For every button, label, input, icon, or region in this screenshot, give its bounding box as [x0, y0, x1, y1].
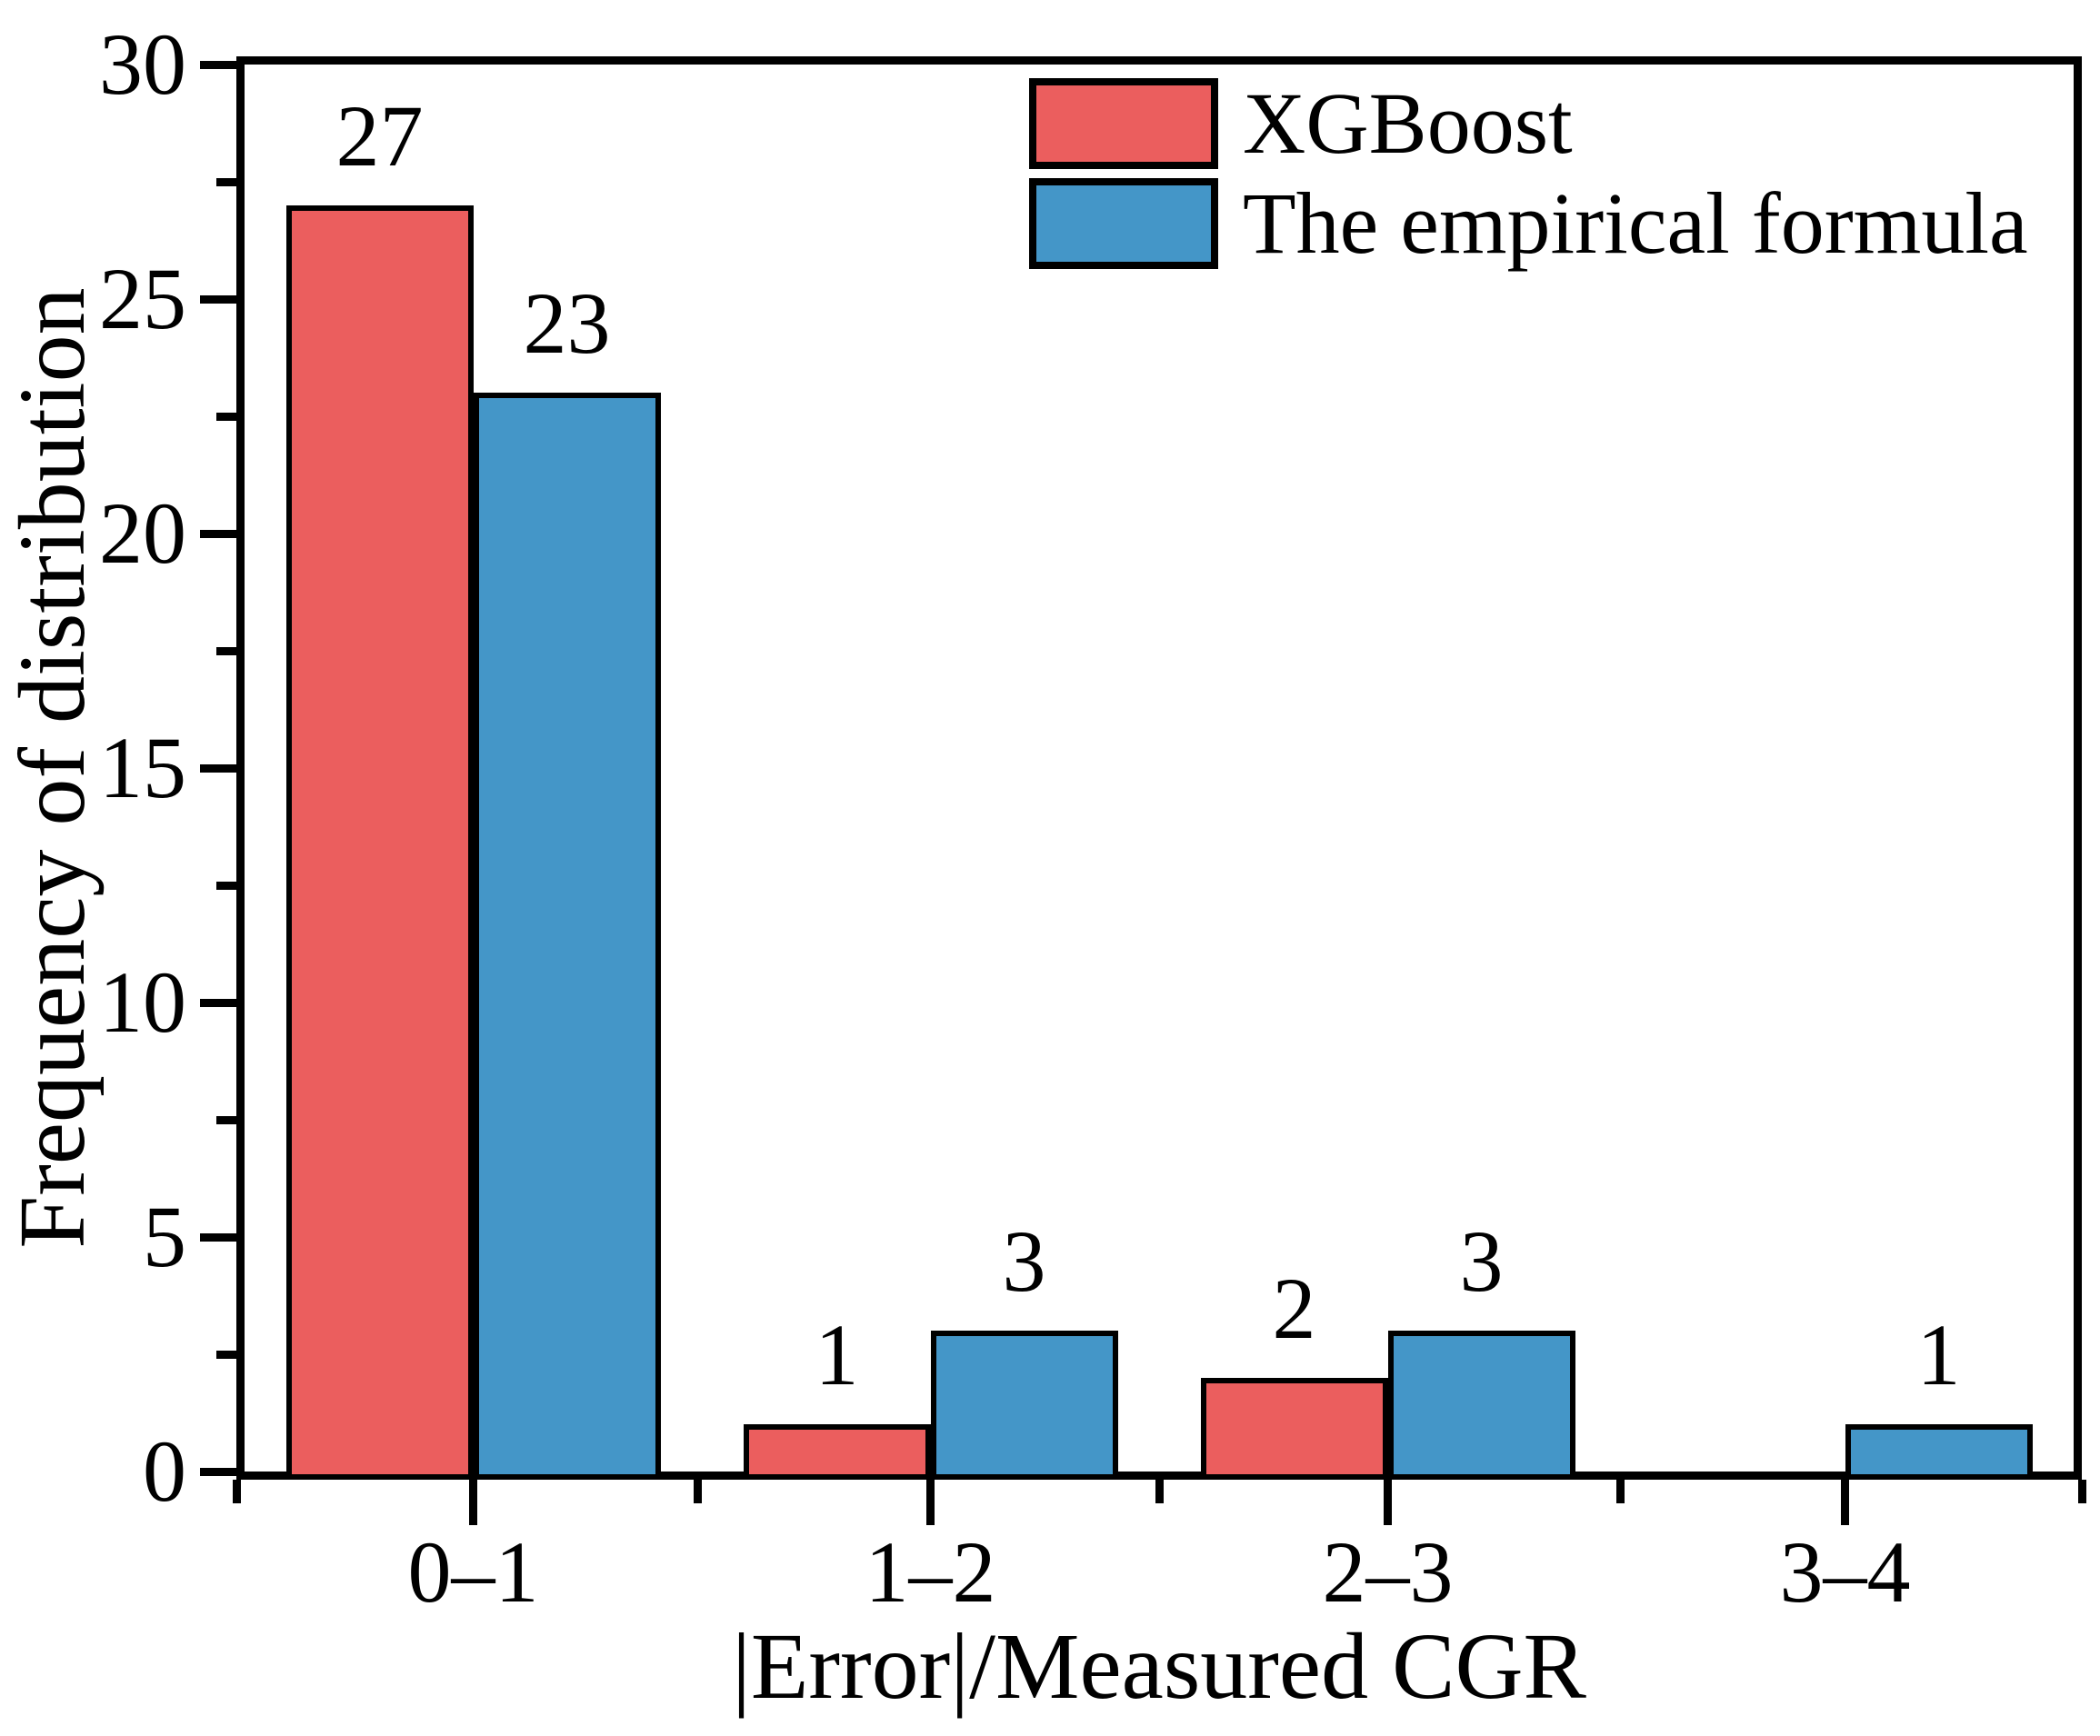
bar-series2	[473, 393, 661, 1480]
bar-series2	[1845, 1424, 2033, 1480]
bar-series1	[285, 205, 474, 1480]
x-category-label: 3–4	[1779, 1523, 1911, 1621]
x-minor-tick	[2077, 1480, 2086, 1503]
y-tick-label: 30	[99, 15, 186, 113]
bar-series2	[1387, 1331, 1575, 1480]
y-minor-tick	[216, 646, 236, 655]
y-tick-label: 15	[99, 719, 186, 816]
x-category-label: 1–2	[865, 1523, 996, 1621]
y-minor-tick	[216, 177, 236, 186]
bar-value-label: 23	[523, 274, 611, 372]
bar-series1	[743, 1424, 931, 1480]
legend-label: The empirical formula	[1243, 175, 2028, 272]
x-category-label: 2–3	[1322, 1523, 1454, 1621]
y-tick-label: 25	[99, 250, 186, 347]
y-axis-title: Frequency of distribution	[0, 287, 105, 1249]
y-minor-tick	[216, 1350, 236, 1359]
x-major-tick	[469, 1480, 477, 1525]
x-minor-tick	[232, 1480, 241, 1503]
x-major-tick	[1841, 1480, 1849, 1525]
bar-value-label: 3	[1002, 1212, 1046, 1310]
y-major-tick	[200, 1232, 236, 1242]
y-major-tick	[200, 1467, 236, 1476]
y-tick-label: 0	[143, 1422, 186, 1520]
y-major-tick	[200, 763, 236, 773]
y-tick-label: 10	[99, 953, 186, 1051]
x-minor-tick	[694, 1480, 702, 1503]
x-category-label: 0–1	[407, 1523, 539, 1621]
x-major-tick	[926, 1480, 935, 1525]
x-axis-title: |Error|/Measured CGR	[732, 1614, 1586, 1719]
legend-swatch-series1	[1029, 78, 1218, 169]
bar-value-label: 1	[815, 1306, 859, 1403]
y-minor-tick	[216, 1115, 236, 1124]
legend-label: XGBoost	[1243, 75, 1573, 172]
bar-value-label: 27	[335, 87, 424, 185]
legend-swatch-series2	[1029, 178, 1218, 269]
bar-value-label: 2	[1272, 1260, 1316, 1357]
bar-value-label: 3	[1459, 1212, 1504, 1310]
y-tick-label: 5	[143, 1188, 186, 1285]
y-tick-label: 20	[99, 484, 186, 582]
y-major-tick	[200, 998, 236, 1007]
x-minor-tick	[1616, 1480, 1625, 1503]
bar-series1	[1200, 1378, 1388, 1480]
y-major-tick	[200, 529, 236, 538]
y-major-tick	[200, 294, 236, 304]
x-major-tick	[1384, 1480, 1392, 1525]
bar-series2	[930, 1331, 1118, 1480]
y-minor-tick	[216, 881, 236, 890]
bar-value-label: 1	[1916, 1306, 1961, 1403]
x-minor-tick	[1155, 1480, 1164, 1503]
y-major-tick	[200, 60, 236, 69]
y-minor-tick	[216, 412, 236, 421]
